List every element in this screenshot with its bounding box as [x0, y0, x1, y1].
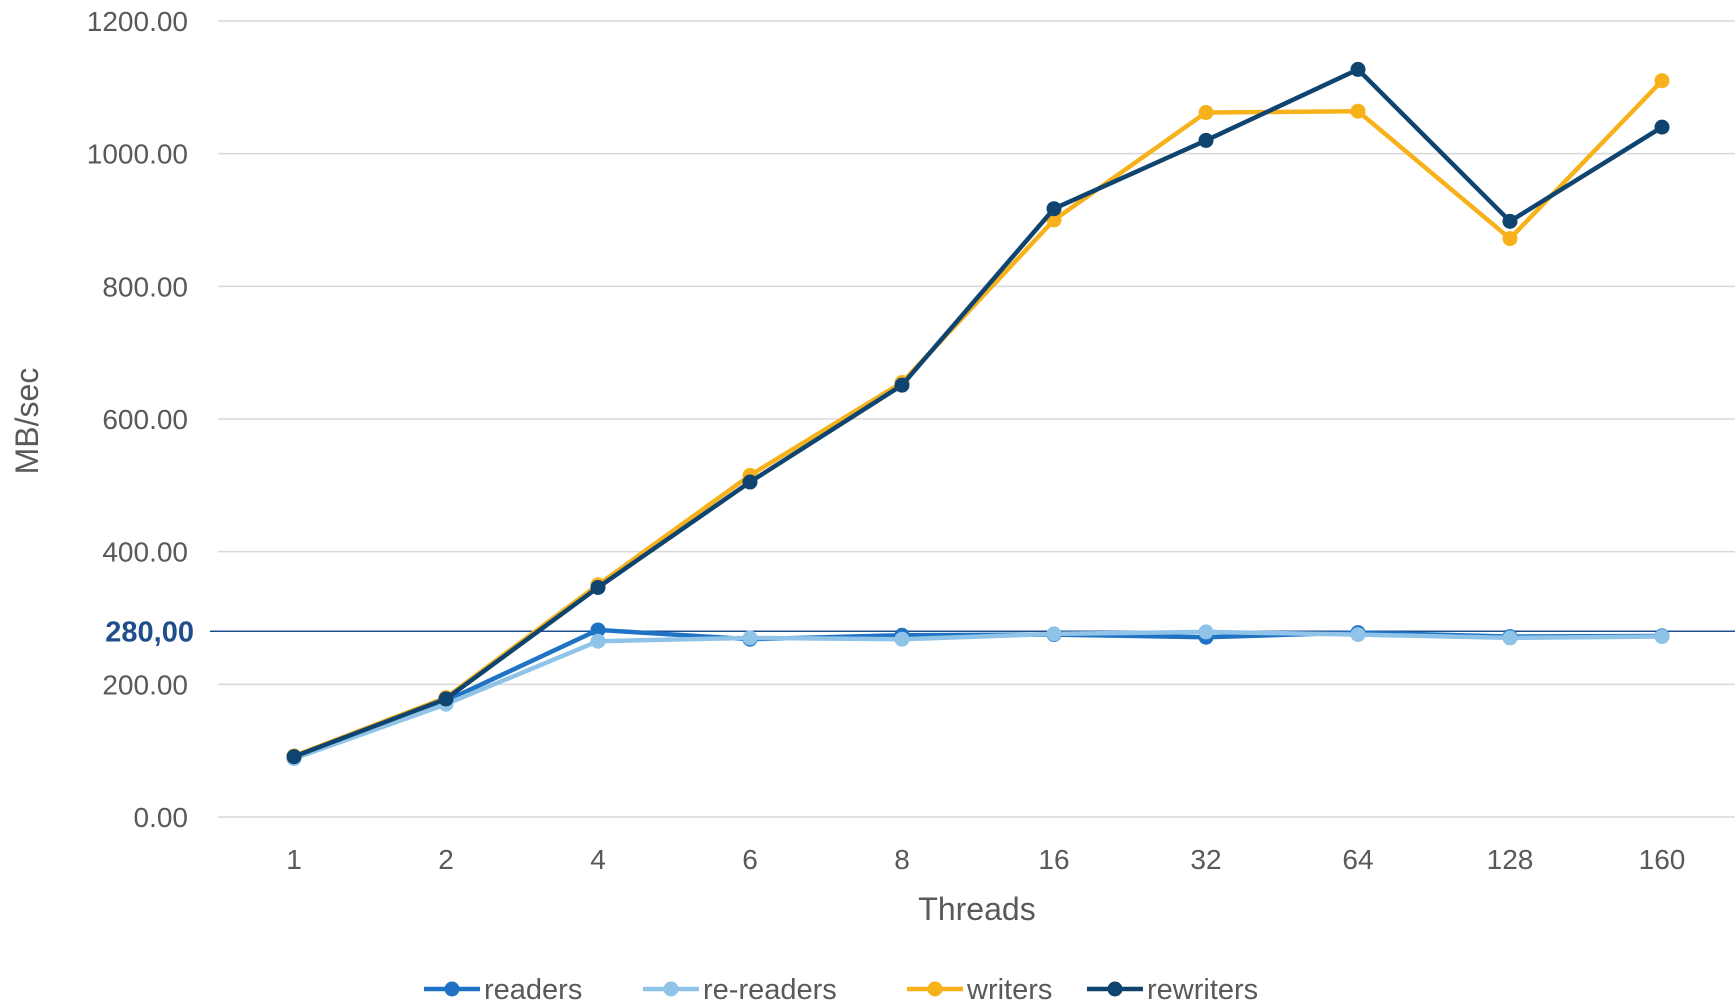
series-readers: [286, 622, 1670, 765]
series-lines: [286, 61, 1670, 767]
data-point: [1350, 103, 1366, 119]
x-tick-label: 8: [894, 844, 910, 875]
x-tick-label: 4: [590, 844, 606, 875]
x-tick-label: 64: [1342, 844, 1373, 875]
legend-marker: [444, 981, 460, 997]
y-tick-label: 800.00: [102, 271, 188, 302]
y-axis-title: MB/sec: [9, 368, 45, 475]
reference-line-label: 280,00: [105, 616, 194, 648]
legend-marker: [1107, 981, 1123, 997]
x-tick-label: 128: [1487, 844, 1534, 875]
data-point: [1502, 213, 1518, 229]
data-point: [1198, 624, 1214, 640]
data-point: [438, 691, 454, 707]
data-point: [1502, 630, 1518, 646]
data-point: [1046, 626, 1062, 642]
y-tick-label: 200.00: [102, 669, 188, 700]
legend-item: readers: [424, 974, 582, 1000]
x-tick-label: 32: [1190, 844, 1221, 875]
x-axis-title: Threads: [918, 891, 1035, 927]
y-tick-label: 600.00: [102, 404, 188, 435]
data-point: [894, 377, 910, 393]
data-point: [1198, 132, 1214, 148]
x-tick-label: 2: [438, 844, 454, 875]
legend-label: readers: [484, 974, 582, 1000]
x-tick-label: 16: [1038, 844, 1069, 875]
data-point: [1654, 629, 1670, 645]
legend-label: writers: [966, 974, 1052, 1000]
y-tick-label: 0.00: [134, 802, 189, 833]
x-tick-label: 6: [742, 844, 758, 875]
data-point: [590, 633, 606, 649]
legend: readers re-readers writers rewriters: [424, 974, 1258, 1000]
y-tick-label: 400.00: [102, 537, 188, 568]
series-rewriters: [286, 61, 1670, 765]
x-tick-label: 1: [286, 844, 302, 875]
legend-item: rewriters: [1087, 974, 1258, 1000]
reference-line-group: 280,00: [105, 616, 1735, 648]
series-re-readers: [286, 624, 1670, 767]
data-point: [1046, 201, 1062, 217]
axis-titles: Threads MB/sec: [9, 368, 1036, 927]
grid-lines: [218, 20, 1735, 818]
data-point: [1350, 61, 1366, 77]
series-line: [291, 627, 1665, 760]
x-axis-tick-labels: 1 2 4 6 8 16 32 64 128 160: [286, 844, 1685, 875]
data-point: [1502, 231, 1518, 247]
y-axis-tick-labels: 0.00 200.00 400.00 600.00 800.00 1000.00 1200.…: [87, 6, 188, 833]
y-tick-label: 1000.00: [87, 139, 188, 170]
data-point: [742, 630, 758, 646]
data-point: [1654, 73, 1670, 89]
legend-marker: [927, 981, 943, 997]
x-tick-label: 160: [1639, 844, 1686, 875]
series-line: [291, 629, 1665, 761]
legend-label: re-readers: [703, 974, 837, 1000]
data-point: [286, 749, 302, 765]
legend-item: re-readers: [643, 974, 837, 1000]
legend-marker: [663, 981, 679, 997]
data-point: [894, 631, 910, 647]
data-point: [1350, 627, 1366, 643]
legend-label: rewriters: [1147, 974, 1258, 1000]
legend-item: writers: [907, 974, 1052, 1000]
data-point: [1654, 119, 1670, 135]
data-point: [1198, 105, 1214, 121]
data-point: [590, 622, 606, 638]
series-line: [291, 67, 1665, 759]
data-point: [742, 474, 758, 490]
data-point: [590, 579, 606, 595]
y-tick-label: 1200.00: [87, 6, 188, 37]
